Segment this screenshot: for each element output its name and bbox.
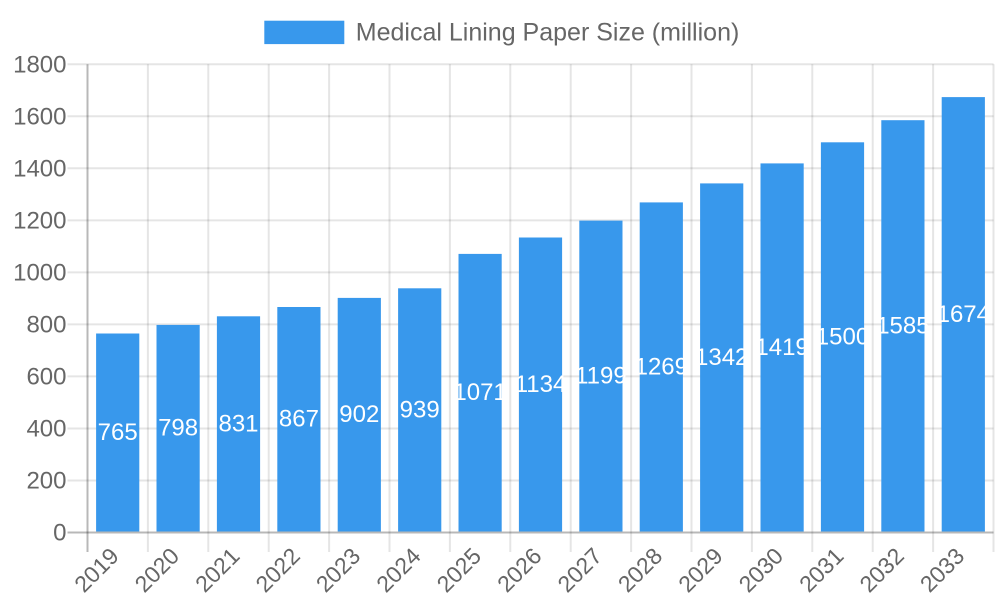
svg-text:1269: 1269 [635, 354, 688, 381]
svg-text:1199: 1199 [575, 363, 627, 390]
svg-text:1134: 1134 [515, 371, 567, 398]
svg-text:939: 939 [400, 396, 440, 423]
svg-text:1071: 1071 [453, 379, 506, 406]
svg-text:1674: 1674 [937, 301, 990, 328]
svg-text:1800: 1800 [13, 51, 66, 78]
svg-text:1419: 1419 [755, 334, 808, 361]
svg-text:600: 600 [26, 363, 66, 390]
svg-text:1500: 1500 [816, 323, 869, 350]
svg-text:1585: 1585 [876, 312, 929, 339]
svg-text:798: 798 [158, 415, 198, 442]
svg-text:400: 400 [26, 416, 66, 443]
svg-text:0: 0 [53, 520, 66, 547]
svg-text:Medical Lining Paper Size (mil: Medical Lining Paper Size (million) [356, 18, 740, 46]
svg-text:765: 765 [98, 419, 138, 446]
svg-text:1600: 1600 [13, 103, 66, 130]
svg-text:1400: 1400 [13, 155, 66, 182]
svg-text:800: 800 [26, 311, 66, 338]
svg-text:1000: 1000 [13, 259, 66, 286]
svg-text:867: 867 [279, 406, 319, 433]
svg-text:902: 902 [339, 401, 379, 428]
svg-text:1200: 1200 [13, 207, 66, 234]
svg-text:1342: 1342 [695, 344, 748, 371]
svg-text:831: 831 [218, 410, 258, 437]
svg-text:200: 200 [26, 468, 66, 495]
